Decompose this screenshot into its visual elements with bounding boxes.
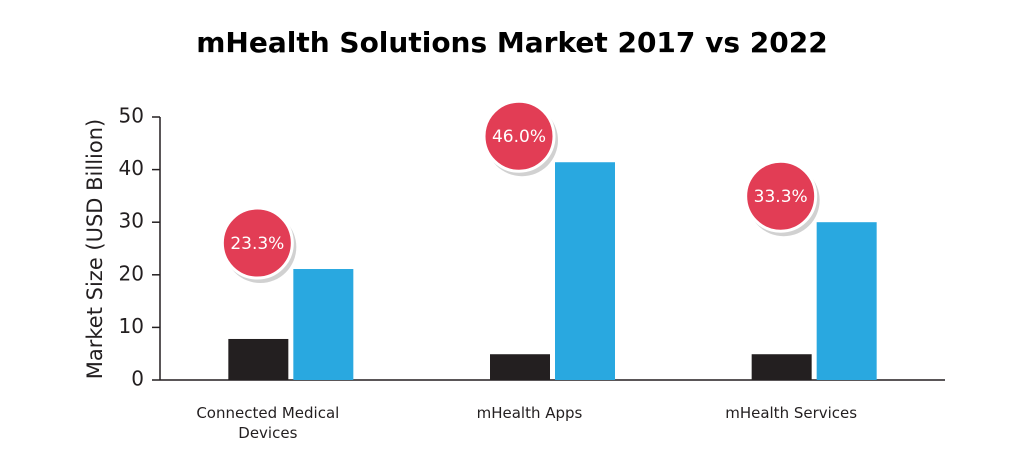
annotation-badge — [744, 159, 818, 233]
annotation-badge — [220, 206, 294, 280]
bar — [490, 354, 550, 380]
y-tick-label: 20 — [119, 261, 144, 285]
chart-title: mHealth Solutions Market 2017 vs 2022 — [196, 26, 828, 59]
annotation-label: 23.3% — [230, 234, 284, 254]
y-tick-label: 50 — [119, 104, 144, 128]
bar — [555, 162, 615, 380]
x-tick-label: mHealth Services — [725, 404, 858, 422]
bar — [816, 222, 877, 380]
bar — [293, 269, 354, 380]
x-tick-label: Connected Medical Devices — [196, 404, 340, 442]
y-axis-label: Market Size (USD Billion) — [83, 119, 107, 379]
y-tick-label: 0 — [131, 367, 144, 391]
y-tick-label: 40 — [119, 156, 144, 180]
y-tick-label: 30 — [119, 209, 144, 233]
annotation-badge — [482, 99, 556, 173]
bar — [751, 354, 812, 380]
x-tick-label: mHealth Apps — [476, 404, 583, 422]
y-tick-label: 10 — [119, 314, 144, 338]
bar — [228, 338, 289, 380]
annotation-label: 33.3% — [754, 187, 808, 207]
annotation-label: 46.0% — [492, 127, 546, 147]
